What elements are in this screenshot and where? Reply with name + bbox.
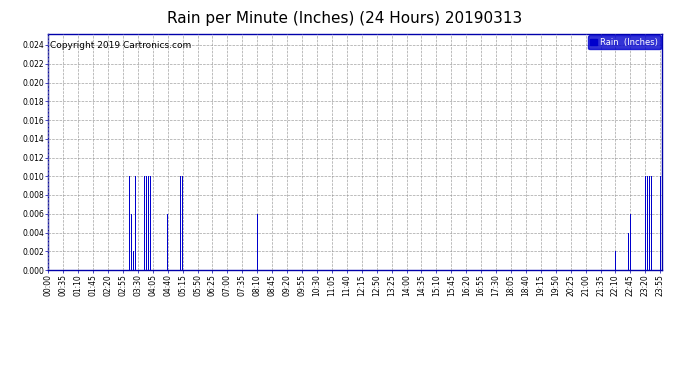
Legend: Rain  (Inches): Rain (Inches) bbox=[588, 35, 661, 50]
Text: Copyright 2019 Cartronics.com: Copyright 2019 Cartronics.com bbox=[50, 41, 190, 50]
Text: Rain per Minute (Inches) (24 Hours) 20190313: Rain per Minute (Inches) (24 Hours) 2019… bbox=[168, 11, 522, 26]
